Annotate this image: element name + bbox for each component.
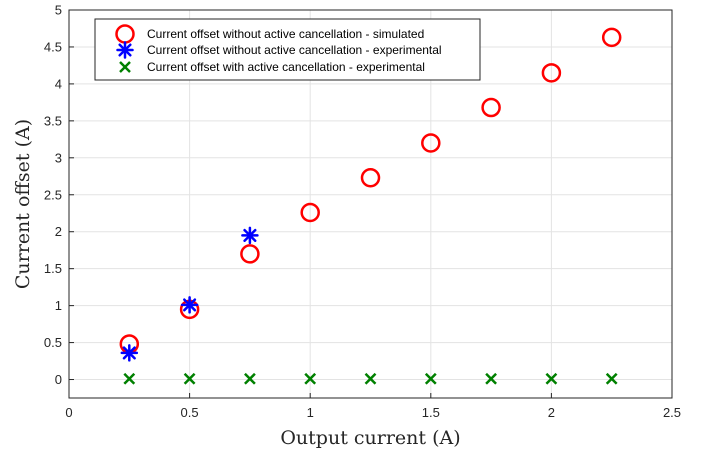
data-point-series3-x: [123, 372, 136, 385]
x-tick-label: 0.5: [181, 405, 199, 420]
data-point-series1-circle: [360, 168, 381, 188]
y-tick-label: 1.5: [44, 261, 62, 276]
y-tick-label: 3: [55, 150, 62, 165]
x-tick-label: 1.5: [422, 405, 440, 420]
data-point-series3-x: [364, 372, 377, 385]
data-point-series3-x: [424, 372, 437, 385]
y-tick-label: 2.5: [44, 187, 62, 202]
legend-label-experimental-with-cancel: Current offset with active cancellation …: [147, 60, 425, 74]
legend-entry-3: Current offset with active cancellation …: [119, 60, 425, 74]
legend-entry-2: Current offset without active cancellati…: [116, 41, 442, 59]
x-tick-label: 2: [548, 405, 555, 420]
x-tick-label: 0: [65, 405, 72, 420]
data-point-series1-circle: [541, 63, 562, 83]
x-axis-label-text: Output current (A): [280, 427, 460, 449]
data-point-series3-x: [183, 372, 196, 385]
legend-label-simulated: Current offset without active cancellati…: [147, 27, 424, 41]
legend: Current offset without active cancellati…: [94, 18, 481, 81]
y-tick-label: 0.5: [44, 335, 62, 350]
data-point-series1-circle: [240, 244, 260, 264]
y-tick-label: 4.5: [44, 39, 62, 54]
data-point-series3-x: [485, 372, 497, 385]
legend-label-experimental-no-cancel: Current offset without active cancellati…: [147, 43, 442, 57]
data-point-series3-x: [304, 372, 317, 385]
legend-box: [94, 18, 481, 81]
legend-marker-asterisk-shape: [116, 41, 134, 59]
x-tick-label: 2.5: [663, 405, 681, 420]
y-axis-label-text: Current offset (A): [12, 119, 34, 289]
data-point-series3-x: [244, 372, 256, 385]
legend-marker-x: [119, 61, 131, 73]
data-point-series1-circle: [601, 27, 622, 48]
x-tick-label: 1: [307, 405, 314, 420]
y-tick-label: 5: [55, 3, 62, 18]
x-axis-label: Output current (A): [280, 427, 460, 449]
y-tick-label: 2: [55, 224, 62, 239]
data-point-series3-x: [605, 372, 618, 385]
y-tick-label: 1: [55, 298, 62, 313]
plot-area-frame: [68, 9, 673, 399]
tick-labels: 0 0.5 1 1.5 2 2.5 0 0.5 1 1.5 2 2.5 3 3.5 4 4.5 5: [44, 3, 681, 421]
legend-marker-x-shape: [119, 61, 131, 73]
data-point-series1-circle: [481, 97, 501, 118]
data-point-series2-asterisk: [180, 296, 199, 314]
data-point-series2-asterisk: [241, 226, 259, 245]
data-point-series1-circle: [421, 133, 441, 153]
y-tick-label: 0: [55, 372, 62, 387]
y-tick-label: 4: [55, 76, 62, 91]
legend-marker-asterisk: [116, 41, 134, 59]
y-axis-label: Current offset (A): [12, 119, 34, 289]
y-tick-label: 3.5: [44, 113, 62, 128]
data-markers: [119, 27, 622, 385]
data-point-series2-asterisk: [120, 344, 139, 362]
legend-entry-1: Current offset without active cancellati…: [115, 24, 424, 44]
data-point-series1-circle: [300, 202, 320, 223]
data-point-series3-x: [545, 372, 558, 385]
